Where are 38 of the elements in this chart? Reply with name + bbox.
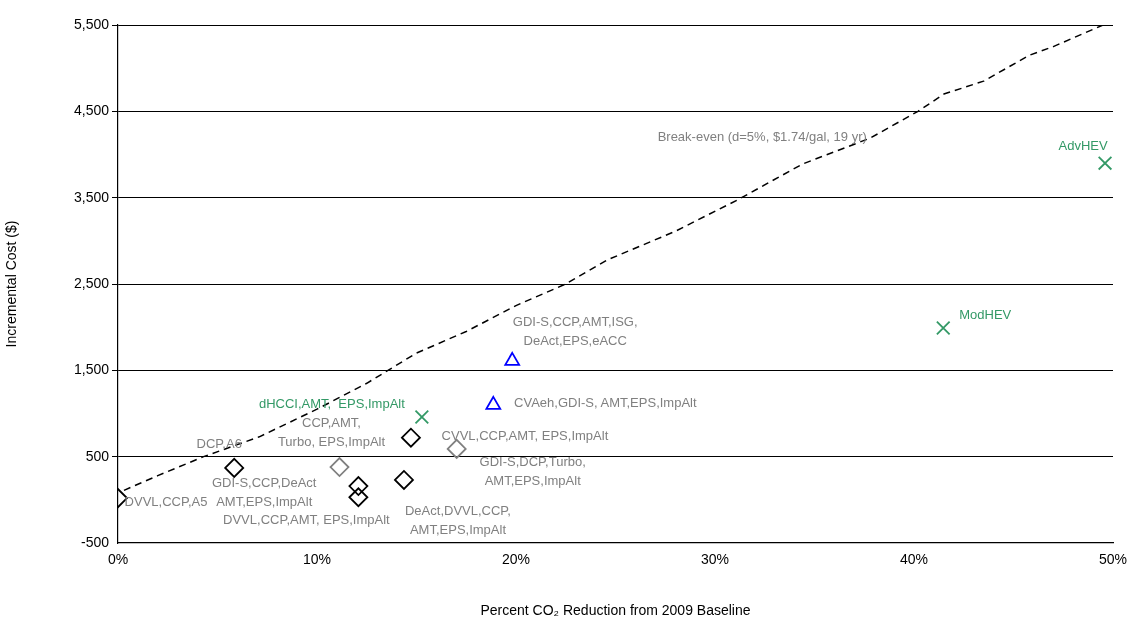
y-tick-label: 4,500 bbox=[73, 102, 110, 119]
point bbox=[348, 487, 369, 508]
annotation: DVVL,CCP,A5 bbox=[124, 493, 208, 509]
point bbox=[348, 476, 369, 496]
annotation: DCP,A6 bbox=[196, 436, 242, 452]
x-tick-label: 30% bbox=[700, 551, 730, 568]
annotation: CCP,AMT, Turbo, EPS,ImpAlt bbox=[277, 414, 386, 449]
x-tick-label: 0% bbox=[107, 551, 129, 568]
annotation: AdvHEV bbox=[1058, 137, 1108, 153]
y-tick-label: 2,500 bbox=[73, 274, 110, 291]
point bbox=[394, 470, 414, 490]
annotation: DVVL,CCP,AMT, EPS,ImpAlt bbox=[223, 511, 391, 527]
annotation: dHCCI,AMT, EPS,ImpAlt bbox=[258, 395, 406, 411]
y-tick-label: 500 bbox=[85, 447, 110, 464]
annotation: GDI-S,CCP,AMT,ISG, DeAct,EPS,eACC bbox=[512, 314, 638, 349]
annotation: CVAeh,GDI-S, AMT,EPS,ImpAlt bbox=[514, 395, 697, 411]
point bbox=[401, 427, 421, 448]
x-axis-title: Percent CO₂ Reduction from 2009 Baseline bbox=[480, 602, 751, 619]
x-tick-label: 40% bbox=[899, 551, 929, 568]
annotation: GDI-S,DCP,Turbo, AMT,EPS,ImpAlt bbox=[479, 454, 586, 489]
x-tick-label: 10% bbox=[302, 551, 332, 568]
point bbox=[935, 320, 951, 336]
y-tick-label: -500 bbox=[80, 533, 110, 550]
annotation: GDI-S,CCP,DeAct AMT,EPS,ImpAlt bbox=[211, 475, 317, 510]
x-tick-label: 50% bbox=[1098, 551, 1128, 568]
annotation: DeAct,DVVL,CCP, AMT,EPS,ImpAlt bbox=[404, 502, 511, 537]
point bbox=[329, 457, 350, 477]
y-tick-label: 5,500 bbox=[73, 15, 110, 32]
annotation: CVVL,CCP,AMT, EPS,ImpAlt bbox=[441, 428, 609, 444]
annotation: ModHEV bbox=[959, 306, 1012, 322]
y-tick-label: 3,500 bbox=[73, 188, 110, 205]
y-axis-title: Incremental Cost ($) bbox=[3, 220, 20, 348]
point bbox=[1097, 155, 1113, 171]
y-tick-label: 1,500 bbox=[73, 361, 110, 378]
annotation: Break-even (d=5%, $1.74/gal, 19 yr) bbox=[657, 128, 867, 144]
point bbox=[224, 457, 245, 478]
point bbox=[414, 409, 430, 425]
x-tick-label: 20% bbox=[501, 551, 531, 568]
